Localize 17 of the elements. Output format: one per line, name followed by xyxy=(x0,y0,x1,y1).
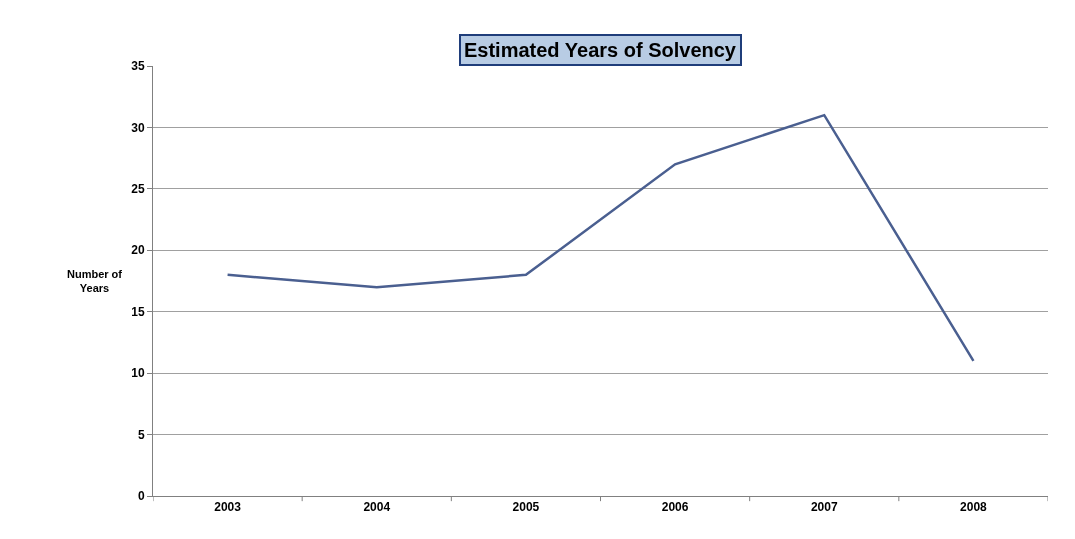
x-tick-label: 2003 xyxy=(214,500,242,515)
x-tick-label: 2008 xyxy=(960,500,988,515)
y-tick-label: 5 xyxy=(137,427,145,442)
y-tick-label: 25 xyxy=(131,182,145,197)
y-tick-label: 0 xyxy=(137,489,145,504)
y-tick-label: 15 xyxy=(131,304,145,319)
y-tick-label: 10 xyxy=(131,366,145,381)
x-tick-label: 2005 xyxy=(512,500,540,515)
x-tick-label: 2006 xyxy=(661,500,689,515)
y-axis-title: Number of Years xyxy=(67,268,123,295)
line-series xyxy=(226,113,975,363)
x-tick-label: 2007 xyxy=(810,500,838,515)
chart-title: Estimated Years of Solvency xyxy=(464,39,737,61)
x-tick-label: 2004 xyxy=(363,500,391,515)
y-tick-label: 20 xyxy=(131,243,145,258)
y-tick-label: 35 xyxy=(131,59,145,74)
y-tick-label: 30 xyxy=(131,120,145,135)
